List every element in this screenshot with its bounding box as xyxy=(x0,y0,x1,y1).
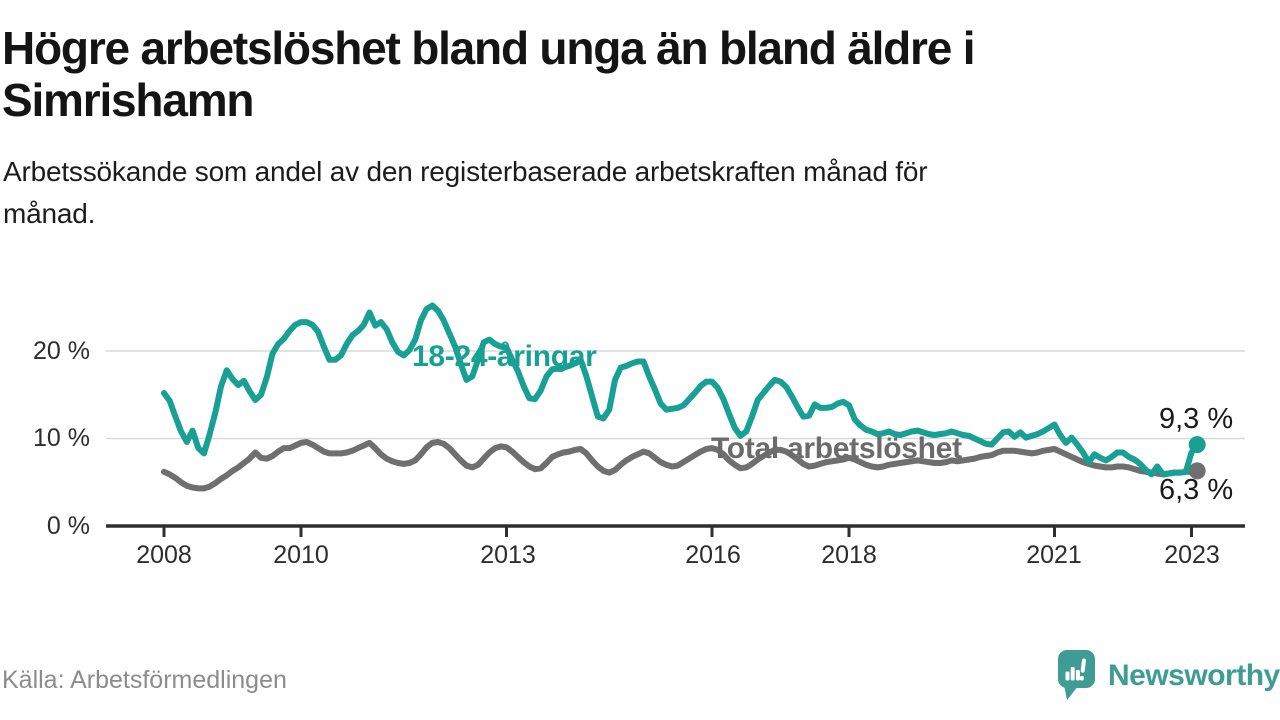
x-tick-label-2010: 2010 xyxy=(273,541,329,569)
source-note: Källa: Arbetsförmedlingen xyxy=(2,666,287,694)
page-title-line1: Högre arbetslöshet bland unga än bland ä… xyxy=(2,22,976,74)
brand-name: Newsworthy xyxy=(1108,659,1280,692)
x-tick-label-2018: 2018 xyxy=(821,541,877,569)
series-end-dot-total xyxy=(1188,462,1206,480)
end-value-young: 9,3 % xyxy=(1159,403,1234,435)
y-tick-label-20: 20 % xyxy=(33,337,90,365)
series-line-total xyxy=(161,439,1201,492)
page-title: Högre arbetslöshet bland unga än bland ä… xyxy=(2,22,1262,126)
newsworthy-logo-icon xyxy=(1058,650,1095,700)
chart-subtitle: Arbetssökande som andel av den registerb… xyxy=(3,151,1223,235)
x-tick-label-2021: 2021 xyxy=(1026,541,1082,569)
series-end-dot-young xyxy=(1188,436,1206,454)
y-tick-label-10: 10 % xyxy=(33,424,90,452)
page-title-line2: Simrishamn xyxy=(2,74,255,126)
x-tick-label-2013: 2013 xyxy=(480,541,536,569)
series-label-young: 18-24-åringar xyxy=(412,340,597,373)
chart-subtitle-line2: månad. xyxy=(3,198,96,229)
x-tick-label-2016: 2016 xyxy=(685,541,741,569)
x-tick-label-2008: 2008 xyxy=(136,541,192,569)
x-tick-label-2023: 2023 xyxy=(1164,541,1220,569)
chart-subtitle-line1: Arbetssökande som andel av den registerb… xyxy=(3,156,928,187)
series-label-total: Total arbetslöshet xyxy=(711,432,962,465)
series-line-young xyxy=(161,302,1201,478)
y-tick-label-0: 0 % xyxy=(46,512,90,540)
end-value-total: 6,3 % xyxy=(1159,474,1234,506)
